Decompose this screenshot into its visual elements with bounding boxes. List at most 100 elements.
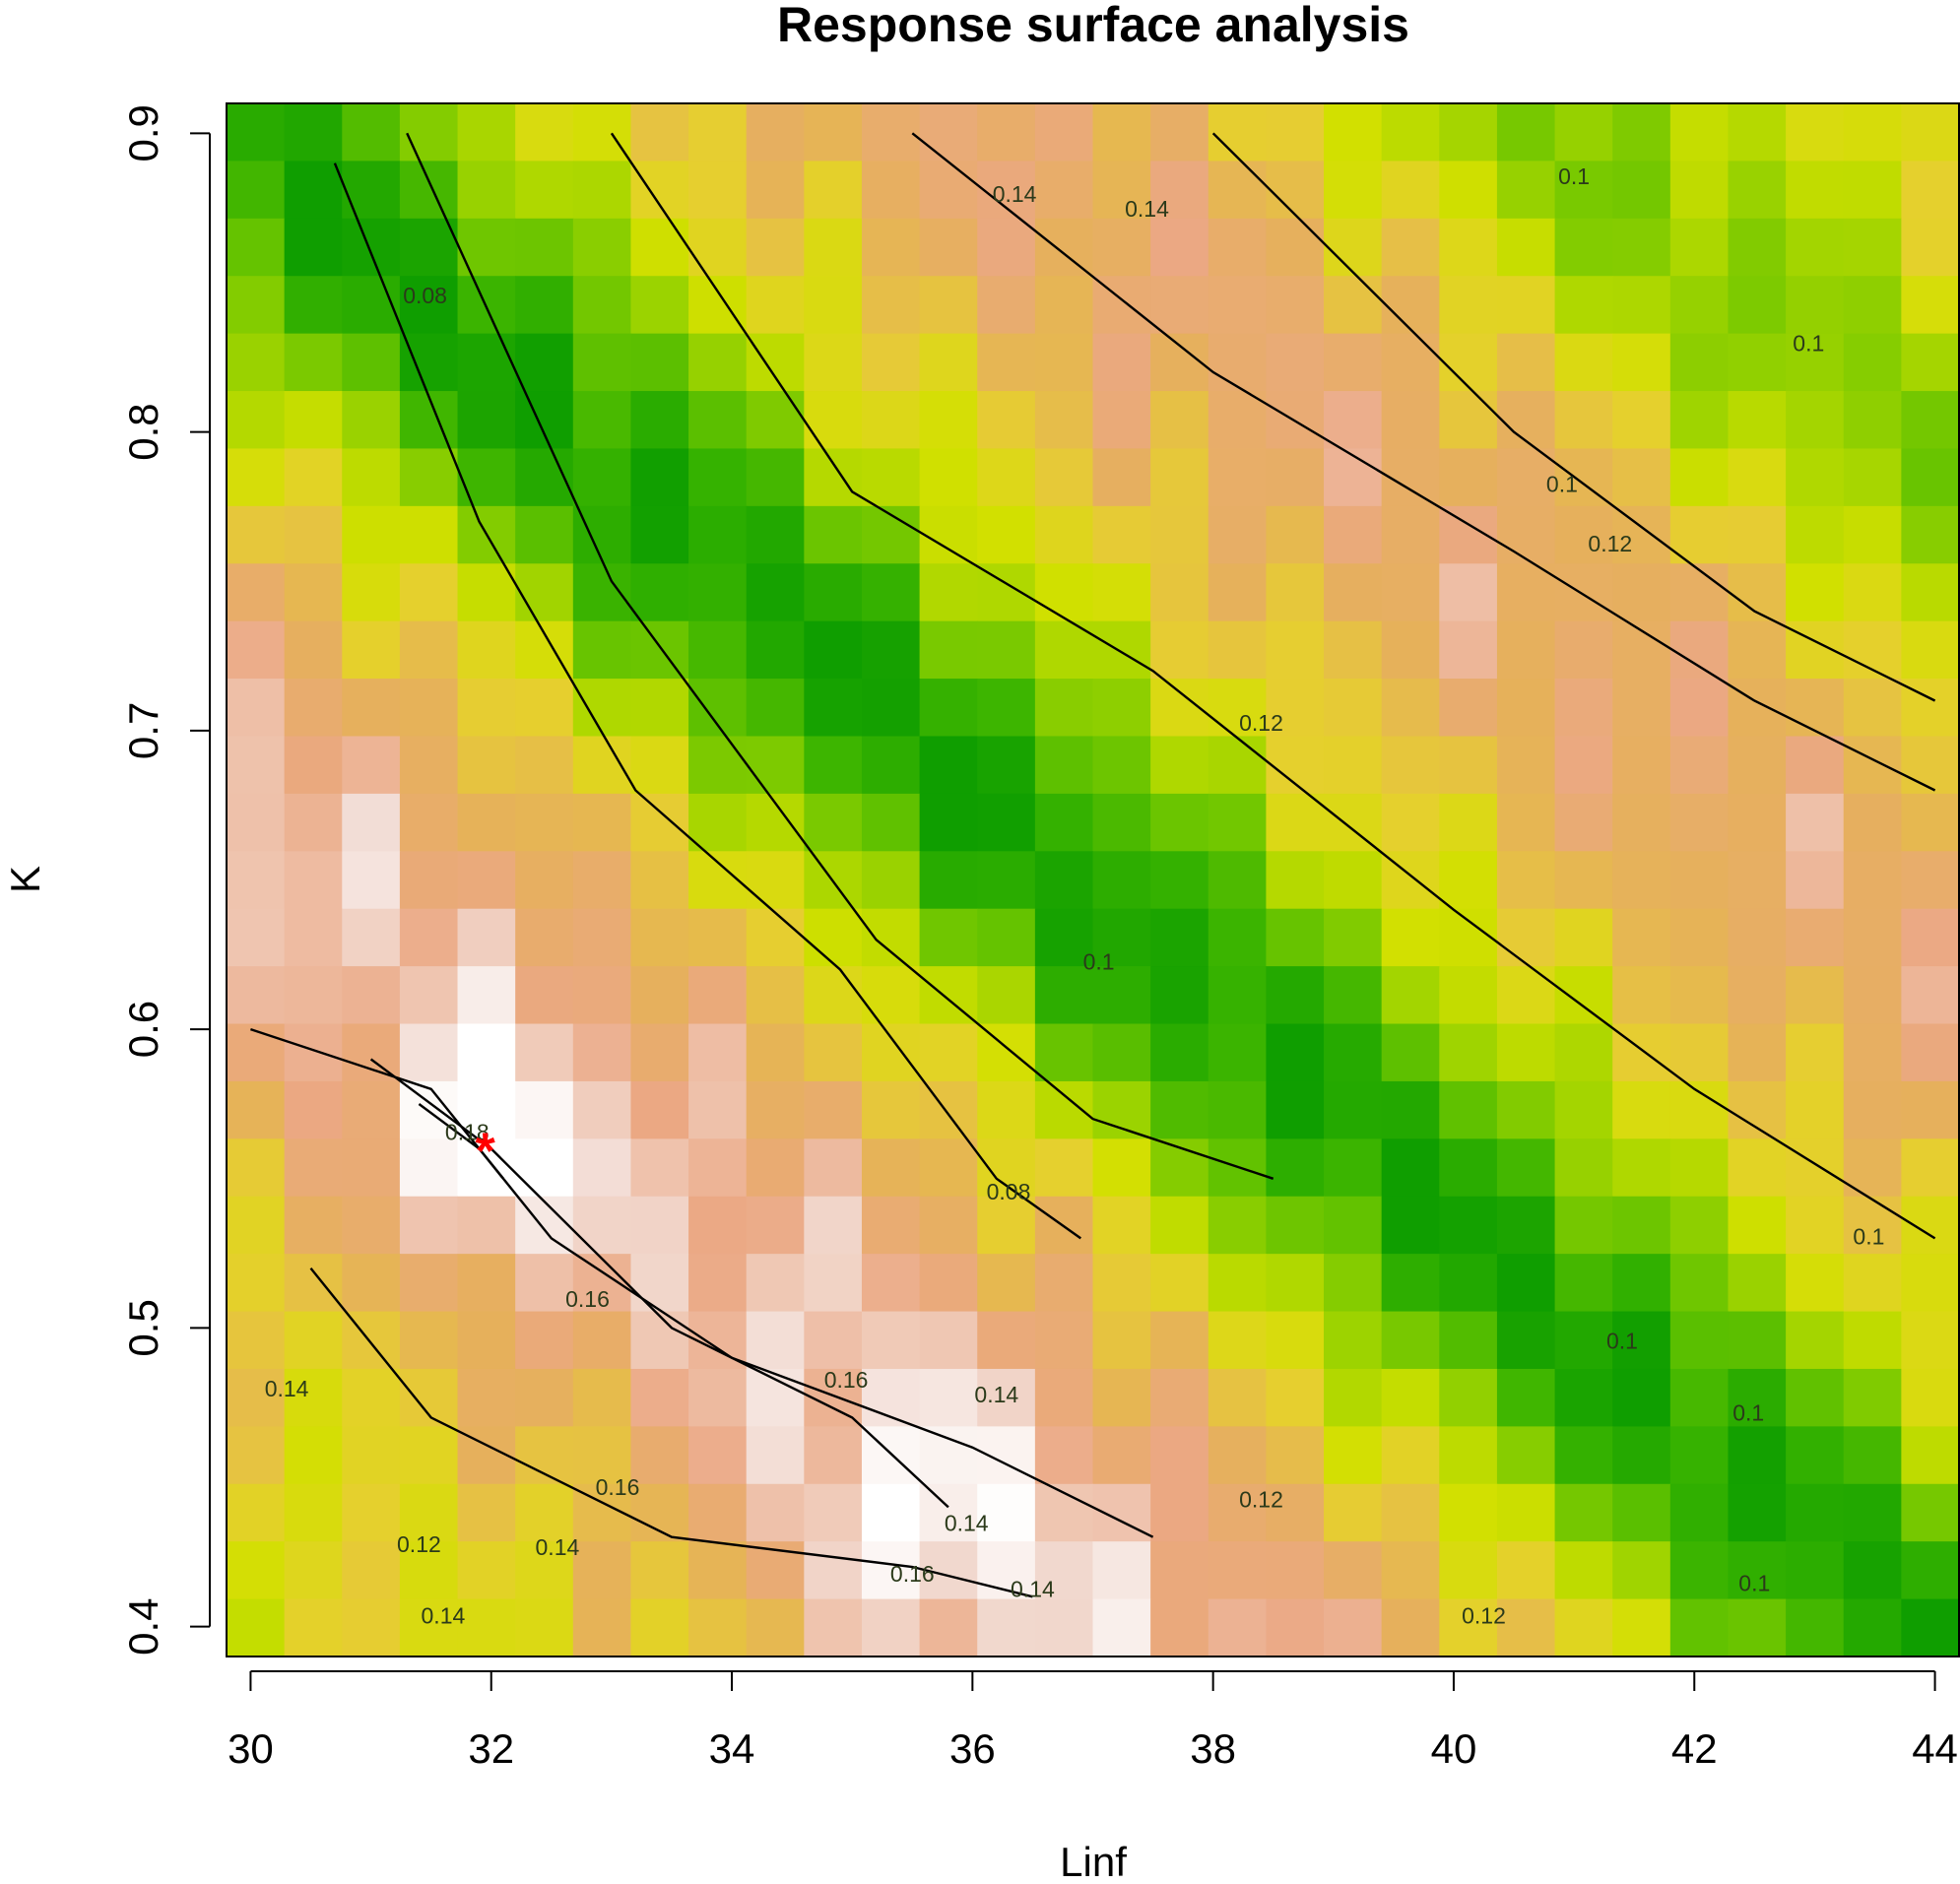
heatmap-cell [399, 908, 459, 967]
heatmap-cell [515, 103, 574, 162]
heatmap-cell [284, 563, 343, 622]
heatmap-cell [630, 391, 689, 450]
heatmap-cell [1669, 1138, 1730, 1198]
heatmap-cell [977, 1311, 1036, 1370]
heatmap-cell [1786, 333, 1845, 392]
heatmap-cell [399, 966, 459, 1025]
contour-line [418, 1103, 504, 1180]
heatmap-cell [227, 276, 286, 335]
heatmap-cell [1150, 391, 1209, 450]
heatmap-cell [515, 1598, 574, 1657]
heatmap-cell [1439, 161, 1498, 220]
heatmap-cell [1843, 276, 1902, 335]
contour-labels: 0.14 0.14 0.1 0.08 0.1 0.1 0.12 0.12 0.1 0.08 0.18… [265, 163, 1885, 1629]
x-tick-label: 30 [228, 1725, 274, 1772]
heatmap-cell [804, 276, 863, 335]
heatmap-cell [1439, 1023, 1498, 1082]
heatmap-cell [342, 1311, 401, 1370]
heatmap-cell [1496, 1483, 1556, 1542]
heatmap-cell [515, 1311, 574, 1370]
heatmap-cell [1208, 1368, 1267, 1427]
heatmap-cell [284, 1196, 343, 1255]
heatmap-cell [1843, 1311, 1902, 1370]
heatmap-cell [1381, 620, 1440, 680]
heatmap-cell [284, 218, 343, 277]
heatmap-cell [1092, 1311, 1151, 1370]
heatmap-cell [572, 1080, 632, 1139]
heatmap-cell [1554, 1311, 1613, 1370]
heatmap-cell [1266, 1080, 1325, 1139]
heatmap-cell [342, 391, 401, 450]
heatmap-cell [1266, 620, 1325, 680]
heatmap-cell [804, 1311, 863, 1370]
heatmap-cell [746, 563, 805, 622]
heatmap-cell [919, 679, 978, 738]
contour-line [406, 132, 1274, 1180]
heatmap-cell [919, 1196, 978, 1255]
heatmap-cell [1901, 563, 1960, 622]
heatmap-cell [861, 448, 921, 507]
heatmap-cell [1439, 1311, 1498, 1370]
heatmap-cell [457, 448, 516, 507]
heatmap-cell [1324, 1483, 1383, 1542]
heatmap-cell [1901, 736, 1960, 795]
heatmap-cell [977, 218, 1036, 277]
heatmap-cell [1266, 563, 1325, 622]
heatmap-cell [1554, 679, 1613, 738]
heatmap-cell [342, 908, 401, 967]
heatmap-cell [1843, 161, 1902, 220]
heatmap-cell [227, 736, 286, 795]
heatmap-cell [1496, 1598, 1556, 1657]
heatmap-cell [630, 161, 689, 220]
heatmap-cell [1728, 1080, 1787, 1139]
heatmap-cell [399, 505, 459, 564]
heatmap-cell [1612, 218, 1671, 277]
heatmap-cell [1901, 966, 1960, 1025]
heatmap-cell [1786, 276, 1845, 335]
heatmap-cell [1786, 103, 1845, 162]
x-tick-label: 34 [709, 1725, 755, 1772]
heatmap-cell [1150, 276, 1209, 335]
heatmap-cell [1034, 793, 1094, 852]
heatmap-cell [1612, 966, 1671, 1025]
heatmap-cell [1324, 161, 1383, 220]
heatmap-cell [1786, 1598, 1845, 1657]
heatmap-cell [919, 1138, 978, 1198]
heatmap-cell [861, 1311, 921, 1370]
heatmap-cell [1266, 679, 1325, 738]
heatmap-cell [1496, 1541, 1556, 1600]
heatmap-cell [1786, 908, 1845, 967]
heatmap-cell [1092, 563, 1151, 622]
heatmap-cell [688, 1023, 748, 1082]
heatmap-cell [1612, 505, 1671, 564]
heatmap-cell [284, 736, 343, 795]
heatmap-cell [746, 1138, 805, 1198]
heatmap-cell [1496, 448, 1556, 507]
heatmap-cell [399, 1598, 459, 1657]
heatmap-cell [1266, 966, 1325, 1025]
heatmap-cell [1324, 391, 1383, 450]
heatmap-cell [284, 161, 343, 220]
heatmap-cell [1324, 793, 1383, 852]
heatmap-cell [457, 333, 516, 392]
heatmap-cell [399, 1023, 459, 1082]
heatmap-cell [1669, 1483, 1730, 1542]
heatmap-cell [1786, 505, 1845, 564]
heatmap-cell [1092, 505, 1151, 564]
heatmap-cell [1843, 966, 1902, 1025]
heatmap-cell [1786, 1426, 1845, 1485]
heatmap-cell [284, 1598, 343, 1657]
heatmap-cell [1612, 103, 1671, 162]
heatmap-cell [1092, 103, 1151, 162]
heatmap-cell [746, 620, 805, 680]
heatmap-cell [1612, 563, 1671, 622]
heatmap-cell [630, 505, 689, 564]
heatmap-cell [399, 1311, 459, 1370]
heatmap-cell [1843, 1426, 1902, 1485]
heatmap-cell [1150, 908, 1209, 967]
heatmap-cell [1554, 1080, 1613, 1139]
heatmap-cell [1034, 563, 1094, 622]
heatmap-cell [630, 1598, 689, 1657]
heatmap-cell [1901, 1368, 1960, 1427]
heatmap-cell [1381, 1138, 1440, 1198]
